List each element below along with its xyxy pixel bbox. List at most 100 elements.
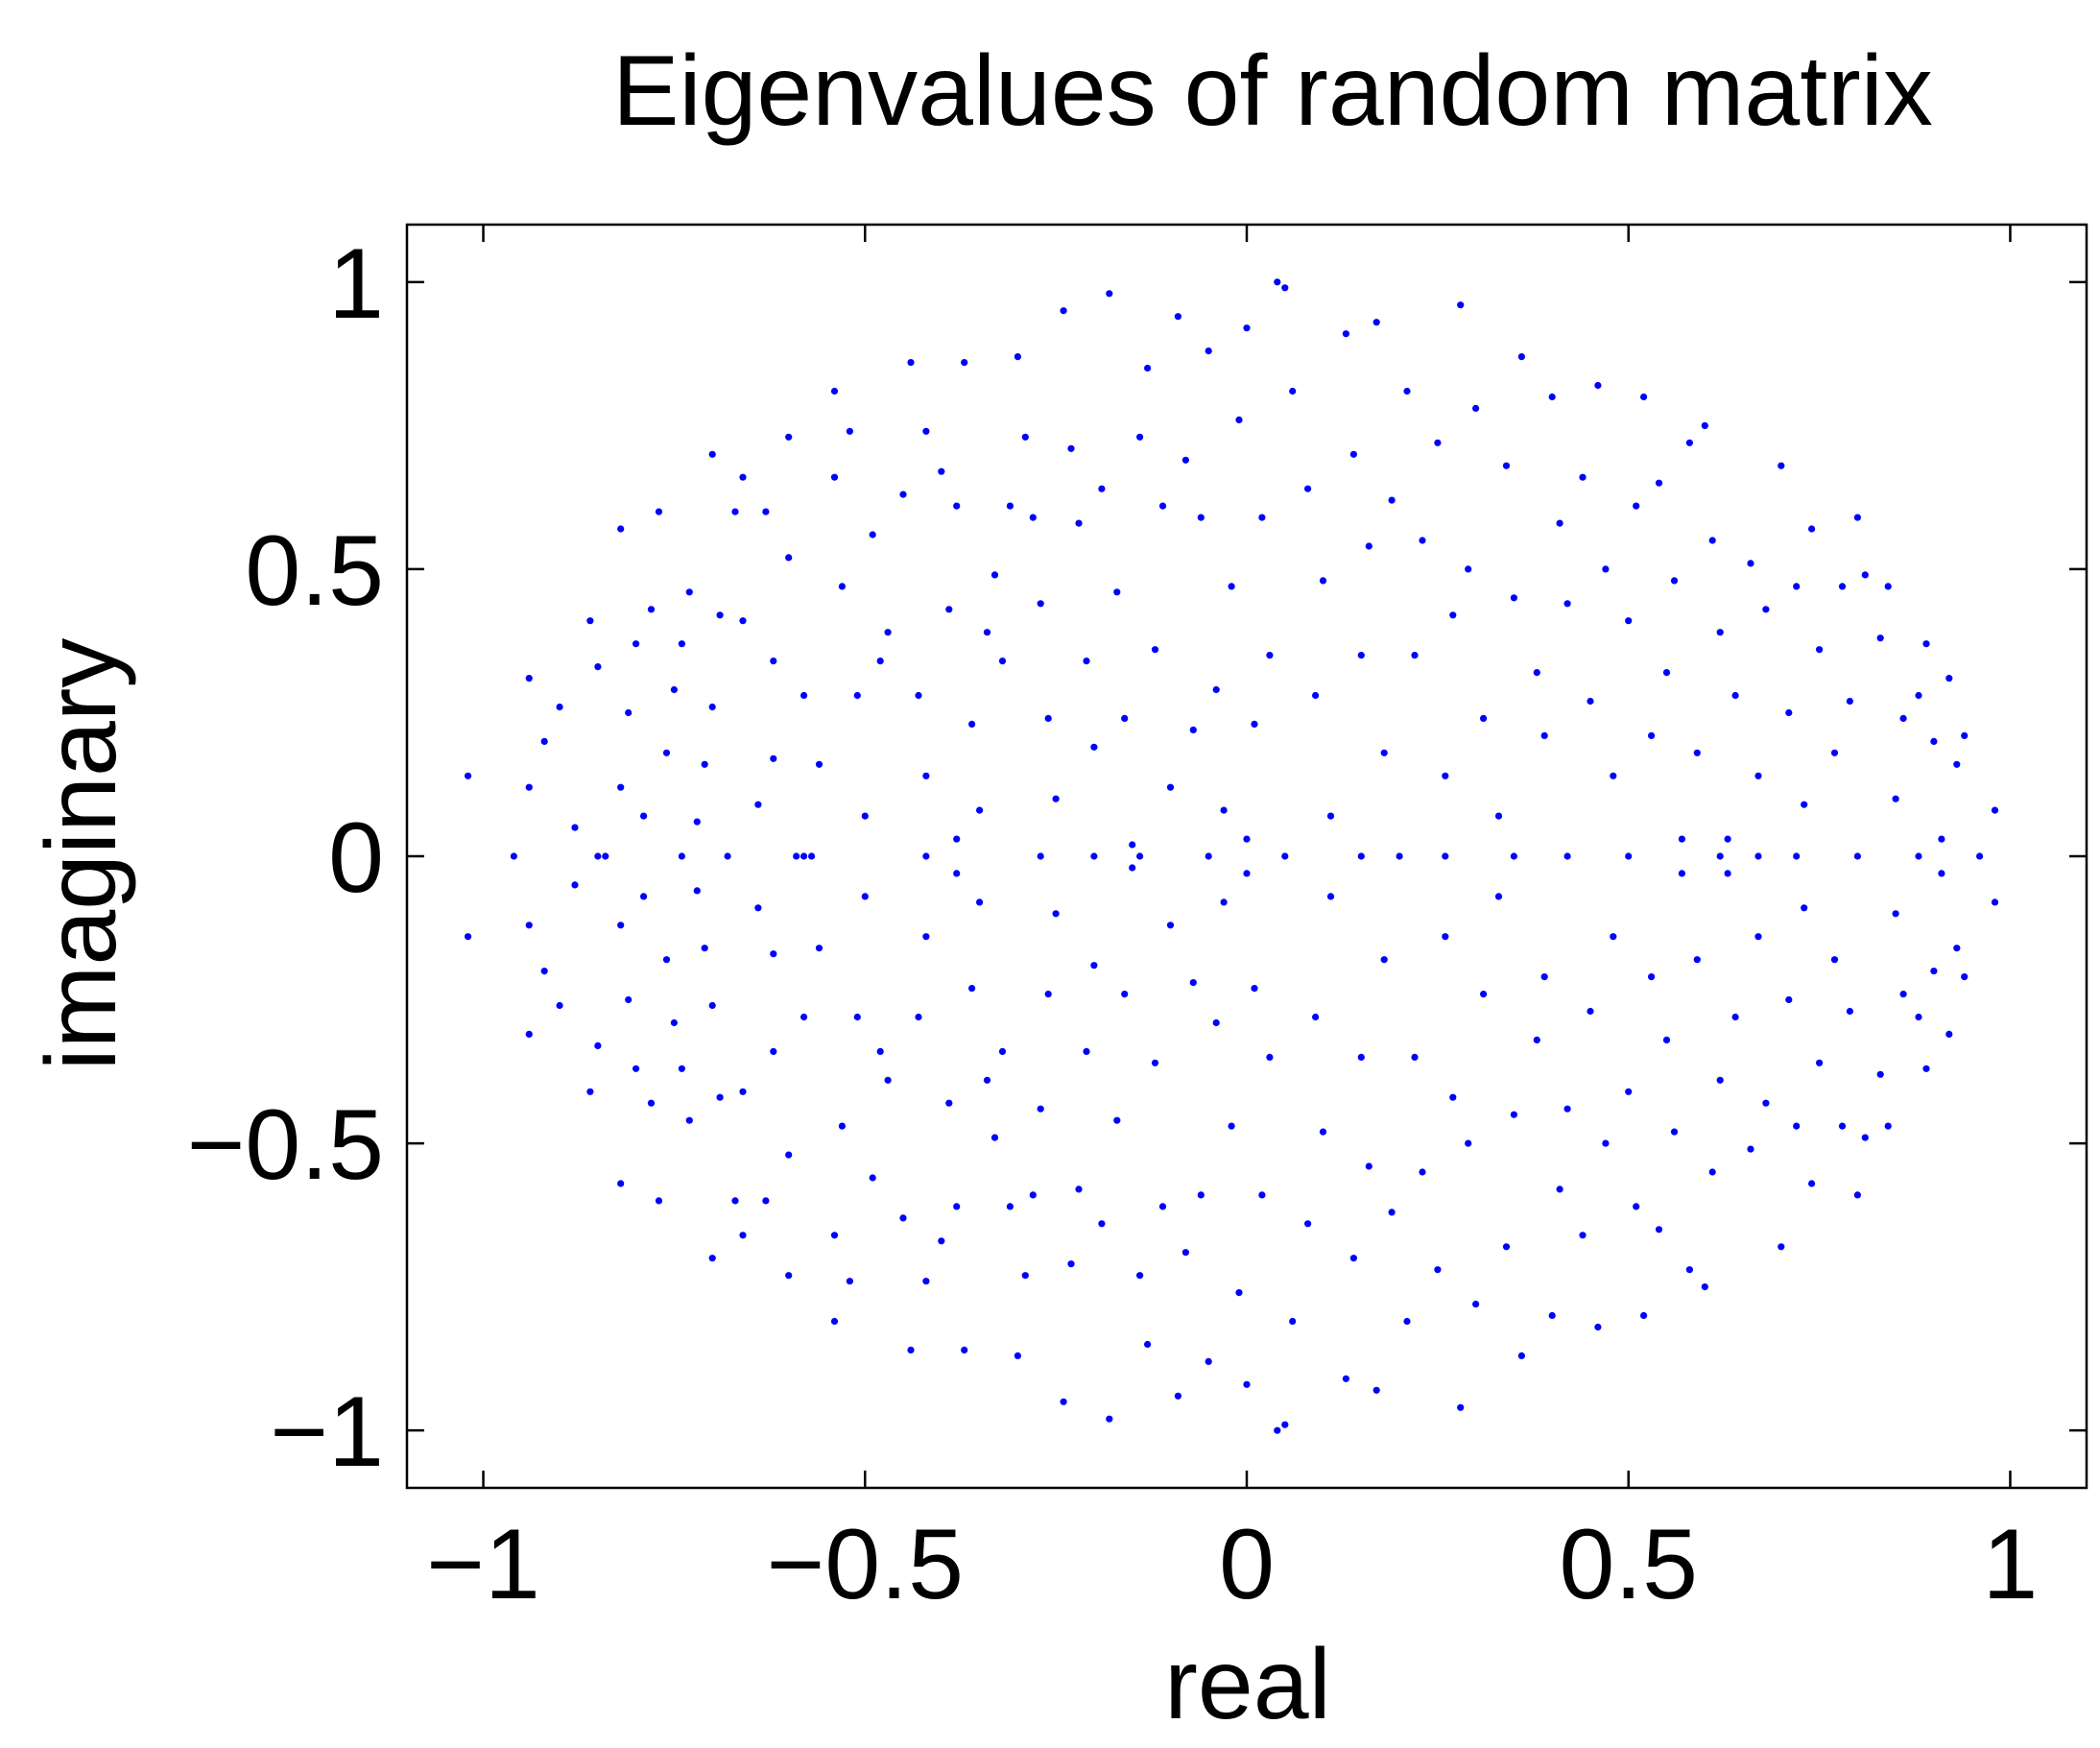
eigenvalue-point <box>632 640 640 648</box>
eigenvalue-point <box>1785 708 1793 717</box>
eigenvalue-point <box>1144 1340 1152 1349</box>
eigenvalue-point <box>907 359 915 367</box>
eigenvalue-point <box>1380 956 1388 964</box>
eigenvalue-point <box>1106 1415 1113 1423</box>
eigenvalue-point <box>1121 714 1129 723</box>
eigenvalue-point <box>1342 1375 1349 1382</box>
eigenvalue-point <box>1633 1203 1640 1210</box>
eigenvalue-point <box>1716 629 1724 636</box>
eigenvalue-point <box>945 1099 953 1107</box>
eigenvalue-point <box>739 1088 747 1095</box>
eigenvalue-point <box>1365 542 1372 550</box>
eigenvalue-point <box>830 387 839 395</box>
eigenvalue-point <box>1228 1122 1235 1130</box>
eigenvalue-point <box>731 1197 739 1205</box>
eigenvalue-point <box>1129 864 1136 872</box>
eigenvalue-point <box>647 1099 656 1107</box>
eigenvalue-point <box>708 1255 716 1262</box>
eigenvalue-point <box>762 1197 770 1205</box>
eigenvalue-point <box>1312 1013 1320 1021</box>
eigenvalue-point <box>1457 1403 1465 1411</box>
eigenvalue-point <box>1372 1386 1380 1394</box>
eigenvalue-point <box>1442 772 1449 779</box>
eigenvalue-point <box>1648 973 1656 981</box>
eigenvalue-point <box>1113 1116 1121 1124</box>
eigenvalue-point <box>1540 973 1548 981</box>
eigenvalue-point <box>1762 606 1770 613</box>
eigenvalue-point <box>586 1088 594 1095</box>
eigenvalue-point <box>1449 611 1457 619</box>
eigenvalue-point <box>1037 600 1044 608</box>
eigenvalue-point <box>1419 1168 1426 1176</box>
eigenvalue-point <box>685 588 693 596</box>
eigenvalue-point <box>701 945 708 952</box>
eigenvalue-point <box>1342 330 1349 338</box>
y-axis-label: imaginary <box>26 638 137 1071</box>
eigenvalue-point <box>1281 284 1289 292</box>
eigenvalue-point <box>1136 433 1144 441</box>
eigenvalue-point <box>1098 485 1106 492</box>
eigenvalue-point <box>808 852 816 860</box>
eigenvalue-point <box>708 450 716 458</box>
eigenvalue-point <box>1747 1145 1754 1153</box>
eigenvalue-point <box>1793 852 1801 860</box>
eigenvalue-point <box>1747 560 1754 567</box>
eigenvalue-point <box>1899 991 1907 998</box>
eigenvalue-point <box>1349 450 1357 458</box>
eigenvalue-point <box>1701 1283 1708 1291</box>
eigenvalue-point <box>1090 962 1098 970</box>
eigenvalue-point <box>1510 594 1517 602</box>
eigenvalue-point <box>1830 956 1839 964</box>
eigenvalue-point <box>1563 600 1571 608</box>
eigenvalue-point <box>1830 749 1839 756</box>
eigenvalue-point <box>1434 439 1442 446</box>
eigenvalue-point <box>1884 1122 1892 1130</box>
eigenvalue-point <box>1052 910 1060 918</box>
eigenvalue-point <box>602 852 609 860</box>
eigenvalue-point <box>1961 731 1969 740</box>
eigenvalue-point <box>708 1001 716 1010</box>
eigenvalue-point <box>846 427 854 435</box>
eigenvalue-point <box>1793 583 1801 590</box>
eigenvalue-point <box>1388 1209 1396 1216</box>
eigenvalue-point <box>1419 537 1426 544</box>
eigenvalue-point <box>1434 1266 1442 1274</box>
eigenvalue-point <box>922 427 930 435</box>
eigenvalue-point <box>1181 456 1189 464</box>
eigenvalue-point <box>1801 904 1808 912</box>
eigenvalue-point <box>1403 387 1411 395</box>
eigenvalue-point <box>716 611 724 619</box>
eigenvalue-point <box>540 968 548 975</box>
eigenvalue-point <box>800 852 808 860</box>
eigenvalue-point <box>1961 973 1969 981</box>
eigenvalue-point <box>922 852 930 860</box>
eigenvalue-point <box>1228 583 1235 590</box>
eigenvalue-point <box>1067 444 1075 452</box>
eigenvalue-point <box>1640 393 1648 401</box>
y-tick-label: 0 <box>328 802 384 914</box>
eigenvalue-point <box>907 1346 915 1353</box>
eigenvalue-point <box>1465 1139 1472 1147</box>
eigenvalue-point <box>1540 731 1548 740</box>
eigenvalue-point <box>1060 1398 1067 1405</box>
eigenvalue-point <box>1716 852 1724 860</box>
eigenvalue-point <box>1067 1260 1075 1268</box>
eigenvalue-point <box>1708 537 1716 544</box>
eigenvalue-point <box>1991 898 1999 906</box>
eigenvalue-point <box>884 629 892 636</box>
eigenvalue-point <box>785 433 793 441</box>
eigenvalue-point <box>1266 1053 1274 1061</box>
eigenvalue-point <box>1281 852 1289 860</box>
eigenvalue-point <box>465 772 472 779</box>
eigenvalue-point <box>1457 301 1465 309</box>
eigenvalue-point <box>990 571 999 579</box>
eigenvalue-point <box>1044 991 1052 998</box>
eigenvalue-point <box>1685 439 1693 446</box>
eigenvalue-point <box>830 473 839 481</box>
eigenvalue-point <box>1930 737 1938 746</box>
eigenvalue-point <box>1991 806 1999 814</box>
eigenvalue-point <box>1587 1007 1594 1016</box>
eigenvalue-point <box>540 737 548 746</box>
eigenvalue-point <box>815 945 823 952</box>
x-axis-label: real <box>1164 1629 1330 1740</box>
